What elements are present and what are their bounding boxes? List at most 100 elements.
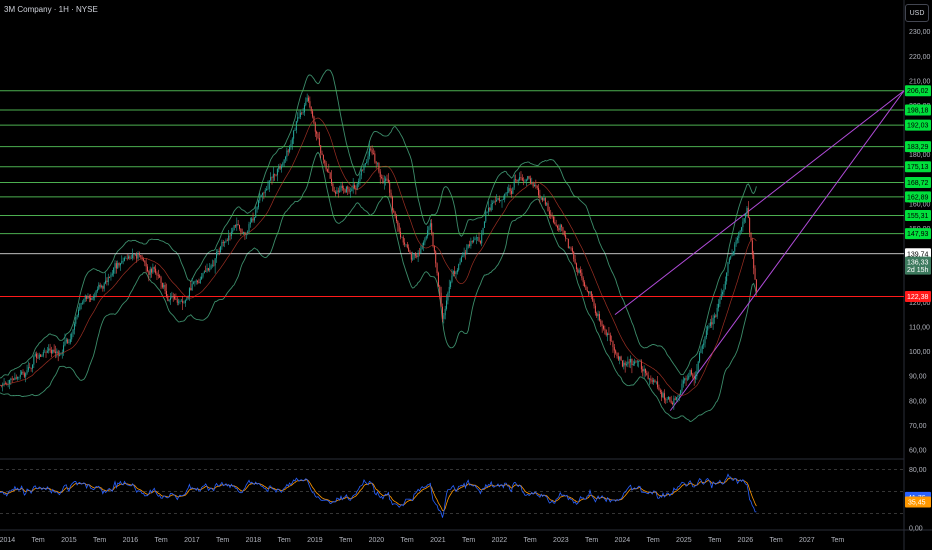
candle <box>720 294 722 300</box>
candle <box>498 198 500 201</box>
candle <box>294 130 296 131</box>
x-tick-label: 2023 <box>553 537 569 544</box>
candle <box>123 258 125 261</box>
candle <box>612 341 614 348</box>
candle <box>542 197 544 201</box>
candle <box>41 355 43 357</box>
candle <box>270 177 272 181</box>
candle <box>297 117 299 122</box>
candle <box>739 230 741 233</box>
candle <box>126 258 128 259</box>
y-tick-label: 120,00 <box>909 300 931 307</box>
candle <box>163 284 165 288</box>
candle <box>565 235 567 239</box>
candle <box>497 198 499 200</box>
candle <box>428 226 430 231</box>
candle <box>295 121 297 131</box>
candles <box>0 93 757 410</box>
candle <box>230 231 232 236</box>
candle <box>52 349 54 354</box>
support-level-badge <box>905 85 931 97</box>
candle <box>525 179 527 181</box>
y-tick-label: 160,00 <box>909 201 931 208</box>
current-price-label: 139,74 <box>907 251 929 258</box>
rsi-y-tick-label: 80,00 <box>909 467 927 474</box>
candle <box>678 394 680 397</box>
x-tick-label: Tem <box>585 537 598 544</box>
candle <box>321 153 323 155</box>
x-tick-label: Tem <box>523 537 536 544</box>
candle <box>631 358 633 366</box>
candle <box>75 317 77 324</box>
candle <box>198 282 200 284</box>
candle <box>634 361 636 364</box>
candle <box>475 237 477 239</box>
candle <box>661 391 663 398</box>
candle <box>594 305 596 314</box>
candle <box>485 211 487 222</box>
candle <box>17 377 19 379</box>
candle <box>703 343 705 346</box>
candle <box>585 286 587 290</box>
candle <box>305 101 307 106</box>
support-level-label: 198,18 <box>907 107 929 114</box>
candle <box>134 254 136 255</box>
candle <box>349 191 351 192</box>
candle <box>539 195 541 198</box>
candle <box>210 265 212 269</box>
candle <box>59 354 61 356</box>
candle <box>156 273 158 276</box>
candle <box>394 212 396 216</box>
candle <box>579 270 581 273</box>
candle <box>440 292 442 307</box>
candle <box>727 262 729 273</box>
candle <box>60 354 62 355</box>
candle <box>746 207 748 214</box>
candle <box>632 363 634 366</box>
candle <box>546 203 548 205</box>
candle <box>130 258 132 259</box>
candle <box>140 255 142 257</box>
candle <box>222 241 224 243</box>
candle <box>573 251 575 259</box>
candle <box>496 199 498 202</box>
candle <box>554 222 556 225</box>
candle <box>657 381 659 388</box>
candle <box>309 101 311 107</box>
candle <box>217 250 219 253</box>
candle <box>529 178 531 184</box>
candle <box>463 252 465 256</box>
bar-countdown-label: 2d 15h <box>907 267 929 274</box>
candle <box>316 131 318 134</box>
candle <box>418 252 420 254</box>
candle <box>751 240 753 255</box>
candle <box>19 374 21 377</box>
candle <box>559 225 561 231</box>
support-level-badge <box>905 209 931 221</box>
candle <box>662 393 664 398</box>
candle <box>299 112 301 118</box>
candle <box>423 242 425 246</box>
y-tick-label: 110,00 <box>909 324 930 331</box>
candle <box>616 353 618 357</box>
candle <box>444 308 446 316</box>
x-tick-label: Tem <box>708 537 721 544</box>
candle <box>145 262 147 267</box>
candle <box>413 254 415 259</box>
candle <box>728 258 730 263</box>
candle <box>371 150 373 154</box>
candle <box>98 284 100 290</box>
candle <box>255 209 257 218</box>
candle <box>677 396 679 398</box>
currency-button[interactable]: USD <box>905 4 929 22</box>
candle <box>161 282 163 288</box>
candle <box>723 289 725 292</box>
candle <box>287 150 289 152</box>
candle <box>117 262 119 269</box>
candle <box>347 186 349 190</box>
candle <box>186 299 188 301</box>
support-level-label: 183,29 <box>907 144 929 151</box>
candle <box>460 256 462 262</box>
candle <box>450 281 452 287</box>
